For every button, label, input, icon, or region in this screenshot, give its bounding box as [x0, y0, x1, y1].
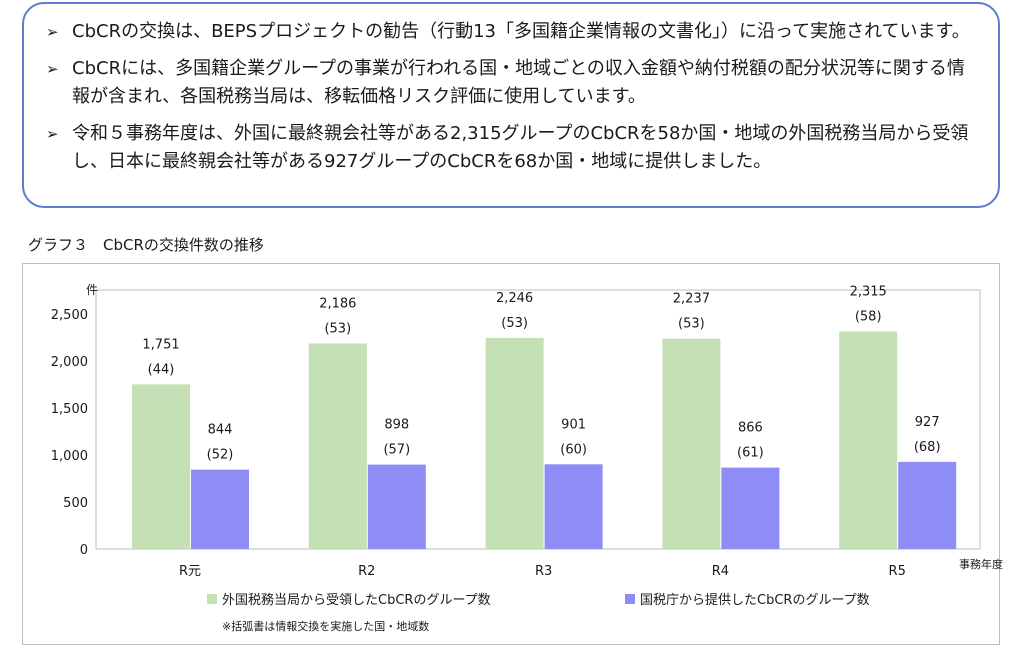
data-label-provided: 866 — [738, 421, 763, 436]
y-tick-label: 1,000 — [51, 449, 88, 464]
y-axis-unit: 件 — [86, 283, 98, 297]
bar-received — [485, 337, 544, 549]
footnote: ※括弧書は情報交換を実施した国・地域数 — [222, 620, 430, 633]
y-tick-label: 2,500 — [51, 308, 88, 323]
arrow-bullet-icon: ➢ — [46, 23, 59, 41]
legend-label: 外国税務当局から受領したCbCRのグループ数 — [222, 592, 491, 608]
count-label-provided: (57) — [383, 443, 410, 458]
data-label-provided: 898 — [384, 418, 409, 433]
y-tick-label: 2,000 — [51, 355, 88, 370]
arrow-bullet-icon: ➢ — [46, 60, 59, 78]
bullet-text: CbCRには、多国籍企業グループの事業が行われる国・地域ごとの収入金額や納付税額… — [72, 58, 965, 107]
bar-received — [308, 343, 367, 549]
bullet-item: ➢ CbCRには、多国籍企業グループの事業が行われる国・地域ごとの収入金額や納付… — [46, 55, 978, 111]
data-label-received: 2,237 — [673, 292, 710, 307]
x-tick-label: R5 — [889, 564, 906, 579]
count-label-received: (44) — [148, 362, 175, 377]
x-axis-label: 事務年度 — [959, 557, 1003, 571]
chart-title: グラフ３ CbCRの交換件数の推移 — [28, 236, 264, 254]
count-label-provided: (60) — [560, 442, 587, 457]
y-tick-label: 0 — [80, 543, 88, 558]
count-label-received: (53) — [501, 316, 528, 331]
bar-provided — [898, 461, 957, 549]
x-tick-label: R3 — [535, 564, 552, 579]
count-label-received: (58) — [855, 309, 882, 324]
y-tick-label: 1,500 — [51, 402, 88, 417]
data-label-provided: 901 — [561, 417, 586, 432]
data-label-received: 1,751 — [142, 337, 179, 352]
x-tick-label: R4 — [712, 564, 729, 579]
data-label-received: 2,246 — [496, 291, 533, 306]
legend-label: 国税庁から提供したCbCRのグループ数 — [640, 592, 870, 608]
bar-received — [662, 338, 721, 549]
data-label-provided: 844 — [208, 423, 233, 438]
count-label-provided: (61) — [737, 446, 764, 461]
count-label-received: (53) — [678, 317, 705, 332]
bullet-text: CbCRの交換は、BEPSプロジェクトの勧告（行動13「多国籍企業情報の文書化」… — [72, 21, 970, 42]
count-label-received: (53) — [324, 322, 351, 337]
bar-provided — [191, 469, 249, 549]
count-label-provided: (52) — [207, 448, 234, 463]
summary-box: ➢ CbCRの交換は、BEPSプロジェクトの勧告（行動13「多国籍企業情報の文書… — [22, 2, 1000, 208]
x-tick-label: R2 — [358, 564, 375, 579]
legend-swatch — [207, 594, 217, 604]
count-label-provided: (68) — [914, 440, 941, 455]
x-tick-label: R元 — [179, 564, 201, 579]
data-label-received: 2,186 — [319, 297, 356, 312]
bar-provided — [367, 464, 426, 549]
bar-provided — [721, 467, 780, 549]
bullet-text: 令和５事務年度は、外国に最終親会社等がある2,315グループのCbCRを58か国… — [72, 123, 969, 172]
bar-provided — [544, 464, 603, 549]
bar-received — [839, 331, 898, 549]
data-label-provided: 927 — [915, 415, 940, 430]
legend-swatch — [625, 594, 635, 604]
bullet-item: ➢ 令和５事務年度は、外国に最終親会社等がある2,315グループのCbCRを58… — [46, 120, 978, 176]
y-tick-label: 500 — [63, 496, 88, 511]
bar-received — [132, 384, 190, 549]
data-label-received: 2,315 — [850, 284, 887, 299]
arrow-bullet-icon: ➢ — [46, 125, 59, 143]
bullet-item: ➢ CbCRの交換は、BEPSプロジェクトの勧告（行動13「多国籍企業情報の文書… — [46, 18, 978, 46]
chart-frame — [22, 263, 1000, 645]
